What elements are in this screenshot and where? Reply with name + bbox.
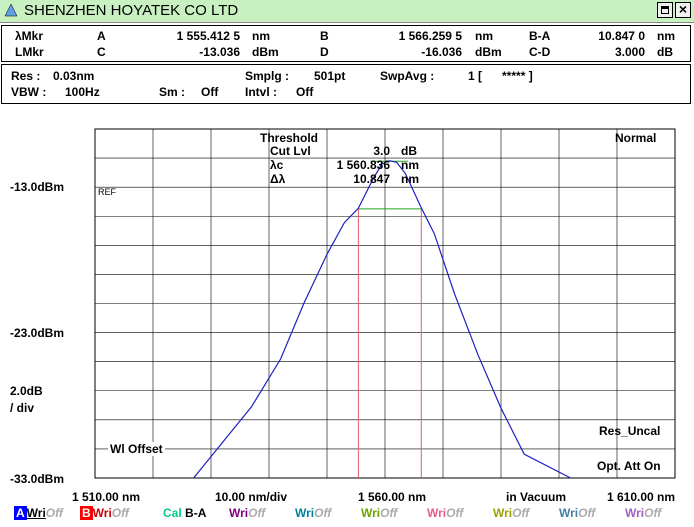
x-medium-label: in Vacuum bbox=[506, 490, 567, 504]
settings-panel: Res : 0.03nm Smplg : 501pt SwpAvg : 1 [ … bbox=[1, 64, 691, 104]
analysis-center-value: 1 560.836 bbox=[336, 158, 390, 172]
trace-10[interactable]: WriOff bbox=[625, 506, 662, 520]
sm-label: Sm : bbox=[159, 85, 186, 99]
marker-b-value: 1 566.259 5 bbox=[398, 29, 462, 43]
marker-d-value: -16.036 bbox=[421, 45, 462, 59]
x-div-label: 10.00 nm/div bbox=[215, 490, 288, 504]
swpavg-value[interactable]: 1 [ ***** ] bbox=[468, 69, 533, 83]
trace-9[interactable]: WriOff bbox=[559, 506, 596, 520]
marker-a-unit: nm bbox=[252, 29, 270, 43]
marker-ba-value: 10.847 0 bbox=[598, 29, 645, 43]
spectrum-graph[interactable] bbox=[0, 104, 694, 504]
smplg-value[interactable]: 501pt bbox=[314, 69, 346, 83]
mode-label: Normal bbox=[615, 131, 657, 145]
y-top-label: -13.0dBm bbox=[10, 180, 65, 194]
marker-cd-unit: dB bbox=[657, 45, 673, 59]
trace-b[interactable]: B WriOff bbox=[80, 506, 129, 520]
minimize-button[interactable] bbox=[657, 2, 673, 18]
y-bottom-label: -33.0dBm bbox=[10, 472, 65, 486]
graph-grid bbox=[94, 128, 676, 479]
marker-c-unit: dBm bbox=[252, 45, 279, 59]
trace-5[interactable]: WriOff bbox=[295, 506, 332, 520]
marker-ba-name: B-A bbox=[529, 29, 551, 43]
marker-b-unit: nm bbox=[475, 29, 493, 43]
trace-7[interactable]: WriOff bbox=[427, 506, 464, 520]
marker-d-name: D bbox=[320, 45, 329, 59]
ref-label: REF bbox=[98, 187, 116, 197]
wavelength-marker-label: λMkr bbox=[15, 29, 44, 43]
level-marker-label: LMkr bbox=[15, 45, 44, 59]
trace-a[interactable]: A WriOff bbox=[14, 506, 63, 520]
trace-bar: A WriOff B WriOff Cal B-A WriOff WriOff Wr… bbox=[0, 503, 694, 527]
marker-d-unit: dBm bbox=[475, 45, 502, 59]
marker-ba-unit: nm bbox=[657, 29, 675, 43]
app-icon bbox=[4, 3, 18, 17]
y-mid-label: -23.0dBm bbox=[10, 326, 65, 340]
analysis-title: Threshold bbox=[260, 131, 319, 145]
marker-c-value: -13.036 bbox=[199, 45, 240, 59]
analysis-center-unit: nm bbox=[401, 158, 419, 172]
analysis-cutlvl-value: 3.0 bbox=[373, 144, 390, 158]
analysis-cutlvl-label: Cut Lvl bbox=[270, 144, 311, 158]
analysis-width-unit: nm bbox=[401, 172, 419, 186]
scale-unit: / div bbox=[10, 401, 35, 415]
trace-6[interactable]: WriOff bbox=[361, 506, 398, 520]
window-title: SHENZHEN HOYATEK CO LTD bbox=[24, 2, 239, 19]
analysis-width-value: 10.847 bbox=[353, 172, 390, 186]
close-button[interactable]: × bbox=[675, 2, 691, 18]
vbw-value[interactable]: 100Hz bbox=[65, 85, 100, 99]
title-bar: SHENZHEN HOYATEK CO LTD × bbox=[0, 0, 694, 23]
smplg-label: Smplg : bbox=[245, 69, 289, 83]
marker-b-name: B bbox=[320, 29, 329, 43]
marker-c-name: C bbox=[97, 45, 106, 59]
swpavg-label: SwpAvg : bbox=[380, 69, 435, 83]
scale-value: 2.0dB bbox=[10, 384, 43, 398]
marker-cd-name: C-D bbox=[529, 45, 551, 59]
x-start-label: 1 510.00 nm bbox=[72, 490, 141, 504]
trace-8[interactable]: WriOff bbox=[493, 506, 530, 520]
res-value[interactable]: 0.03nm bbox=[53, 69, 95, 83]
trace-4[interactable]: WriOff bbox=[229, 506, 266, 520]
intvl-value[interactable]: Off bbox=[296, 85, 314, 99]
marker-a-value: 1 555.412 5 bbox=[176, 29, 240, 43]
marker-panel: λMkr A 1 555.412 5 nm B 1 566.259 5 nm B… bbox=[1, 25, 691, 62]
intvl-label: Intvl : bbox=[245, 85, 277, 99]
wl-offset-label: Wl Offset bbox=[108, 442, 165, 456]
spectrum-trace bbox=[193, 160, 571, 479]
analysis-center-label: λc bbox=[270, 158, 284, 172]
trace-cal[interactable]: Cal B-A bbox=[163, 506, 207, 520]
marker-lines bbox=[357, 160, 422, 478]
x-stop-label: 1 610.00 nm bbox=[607, 490, 676, 504]
analysis-cutlvl-unit: dB bbox=[401, 144, 417, 158]
sm-value[interactable]: Off bbox=[201, 85, 219, 99]
x-center-label: 1 560.00 nm bbox=[358, 490, 427, 504]
opt-att-label: Opt. Att On bbox=[597, 459, 661, 473]
marker-cd-value: 3.000 bbox=[614, 45, 645, 59]
res-uncal-label: Res_Uncal bbox=[599, 424, 661, 438]
vbw-label: VBW : bbox=[11, 85, 47, 99]
marker-a-name: A bbox=[97, 29, 106, 43]
analysis-width-label: Δλ bbox=[270, 172, 286, 186]
res-label: Res : bbox=[11, 69, 41, 83]
